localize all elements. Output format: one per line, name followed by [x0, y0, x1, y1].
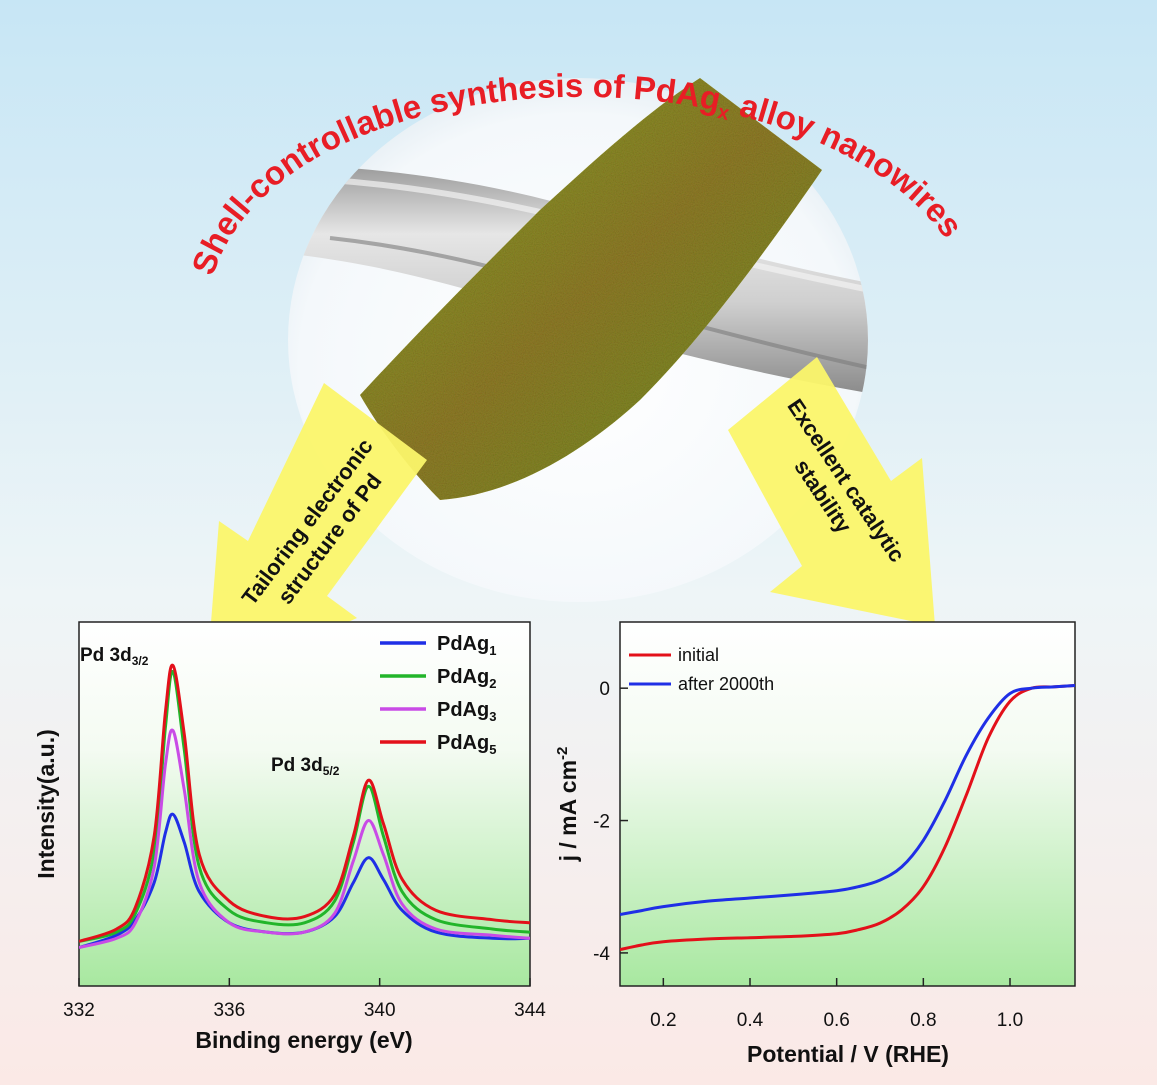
- lsv-legend-label: after 2000th: [678, 674, 774, 694]
- lsv-plot-area: [619, 621, 1076, 987]
- xps-peak-label-1: Pd 3d3/2: [80, 645, 149, 668]
- xps-series-line-PdAg5: [79, 663, 530, 943]
- xps-legend: PdAg1 PdAg2 PdAg3 PdAg5: [380, 633, 496, 757]
- xps-series-line-PdAg3: [79, 728, 530, 950]
- lsv-series-line-initial: [620, 684, 1075, 952]
- svg-text:Pd 3d5/2: Pd 3d5/2: [271, 755, 340, 778]
- lsv-series-line-after-2000th: [620, 684, 1075, 916]
- xps-x-tick-label: 336: [213, 1000, 245, 1021]
- xps-legend-label-PdAg2: PdAg2: [437, 666, 496, 691]
- xps-chart: 332 336 340 344 Pd 3d3/2 Pd 3d5/2 PdAg1PdAg…: [33, 621, 546, 1053]
- lsv-x-tick-label: 0.8: [910, 1010, 936, 1031]
- lsv-x-axis-label: Potential / V (RHE): [747, 1041, 949, 1067]
- xps-x-axis-label: Binding energy (eV): [195, 1027, 412, 1053]
- lsv-y-axis-label: j / mA cm-2: [554, 747, 581, 863]
- lsv-legend-label: initial: [678, 645, 719, 665]
- xps-legend-label-PdAg3: PdAg3: [437, 699, 496, 724]
- xps-y-axis-label: Intensity(a.u.): [33, 729, 59, 879]
- xps-peak-label-2: Pd 3d5/2: [271, 755, 340, 778]
- xps-legend-label-PdAg5: PdAg5: [437, 732, 496, 757]
- lsv-y-tick-label: 0: [599, 679, 610, 700]
- lsv-chart: 0.2 0.4 0.6 0.8 1.0 0 -2 -4 initial after 2000th…: [554, 621, 1076, 1067]
- green-alloy-nanowire: [360, 78, 822, 500]
- lsv-legend: initial after 2000th: [629, 645, 774, 694]
- lsv-y-tick-label: -4: [593, 944, 610, 965]
- nanowire-image: [288, 78, 868, 602]
- xps-series-line-PdAg2: [79, 670, 530, 943]
- xps-x-tick-label: 340: [364, 1000, 396, 1021]
- lsv-x-tick-label: 0.6: [823, 1010, 849, 1031]
- lsv-y-tick-label: -2: [593, 812, 610, 833]
- xps-legend-label-PdAg1: PdAg1: [437, 633, 496, 658]
- lsv-x-tick-label: 0.4: [737, 1010, 764, 1031]
- xps-x-tick-label: 332: [63, 1000, 95, 1021]
- lsv-x-tick-label: 1.0: [997, 1010, 1023, 1031]
- xps-x-tick-label: 344: [514, 1000, 546, 1021]
- svg-text:Pd 3d3/2: Pd 3d3/2: [80, 645, 149, 668]
- lsv-x-tick-label: 0.2: [650, 1010, 676, 1031]
